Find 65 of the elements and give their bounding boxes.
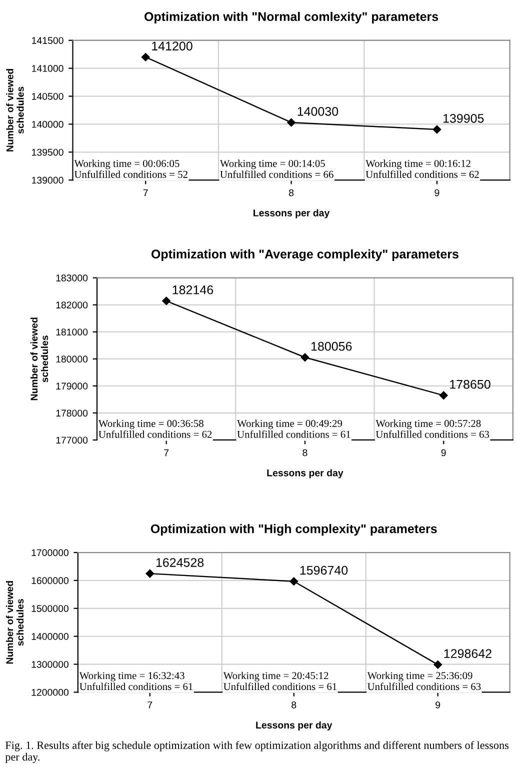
- point: [439, 391, 448, 400]
- chart-title: Optimization with "Normal comlexity" parameters: [144, 12, 438, 24]
- point: [290, 577, 298, 586]
- x-tick-label: 7: [164, 449, 169, 456]
- point: [287, 118, 296, 127]
- x-tick-label: 8: [289, 189, 294, 196]
- data-label: 180056: [311, 342, 352, 351]
- data-label: 1596740: [300, 566, 348, 575]
- annotation: Working time = 16:32:43 Unfulfilled conditions = 61: [79, 672, 193, 690]
- point: [432, 125, 442, 134]
- caption: Fig. 1. Results after big schedule optimization with few optimization algorithms and different numbers of lessons per day.: [5, 741, 508, 763]
- x-tick-label: 7: [143, 189, 148, 196]
- y-tick-label: 140000: [32, 120, 64, 128]
- point: [300, 353, 310, 362]
- data-label: 139905: [443, 114, 484, 123]
- point: [146, 569, 154, 578]
- y-tick-label: 1200000: [32, 688, 69, 696]
- y-tick-label: 181000: [56, 328, 88, 336]
- annotation: Working time = 20:45:12 Unfulfilled conditions = 61: [223, 672, 336, 690]
- y-tick-label: 139000: [32, 176, 64, 184]
- chart-title: Optimization with "High complexity" parameters: [150, 524, 437, 536]
- y-tick-label: 177000: [56, 436, 88, 444]
- annotation: Working time = 25:36:09 Unfulfilled conditions = 63: [367, 672, 481, 690]
- y-tick-label: 1600000: [32, 577, 69, 584]
- y-tick-label: 183000: [56, 274, 88, 282]
- y-tick-label: 141500: [32, 37, 64, 44]
- annotation: Working time = 00:57:28 Unfulfilled conditions = 63: [376, 420, 490, 438]
- chart-title: Optimization with "Average complexity" parameters: [151, 249, 458, 262]
- data-label: 1624528: [156, 558, 204, 567]
- y-tick-label: 139500: [32, 148, 64, 156]
- annotation: Working time = 00:06:05 Unfulfilled conditions = 52: [74, 160, 188, 178]
- x-axis-title: Lessons per day: [256, 721, 332, 730]
- data-label: 141200: [152, 42, 192, 50]
- y-tick-label: 180000: [56, 356, 88, 363]
- y-tick-label: 140500: [32, 92, 64, 100]
- x-axis-title: Lessons per day: [267, 469, 344, 478]
- x-tick-label: 7: [148, 702, 152, 708]
- x-axis-title: Lessons per day: [254, 209, 330, 218]
- y-axis-title: Number of viewed schedules: [6, 68, 24, 152]
- annotation: Working time = 00:14:05 Unfulfilled conditions = 66: [220, 160, 334, 178]
- y-tick-label: 141000: [32, 65, 64, 72]
- y-tick-label: 1400000: [32, 633, 69, 640]
- x-tick-label: 9: [436, 701, 440, 708]
- data-label: 140030: [298, 106, 338, 116]
- annotation: Working time = 00:16:12 Unfulfilled conditions = 62: [366, 160, 479, 178]
- y-tick-label: 1700000: [32, 549, 69, 556]
- point: [434, 660, 442, 669]
- y-axis-title: Number of viewed schedules: [6, 581, 24, 664]
- y-tick-label: 1500000: [32, 605, 69, 612]
- data-label: 178650: [450, 380, 490, 389]
- y-tick-label: 182000: [56, 302, 88, 308]
- y-tick-label: 178000: [56, 410, 88, 417]
- y-tick-label: 1300000: [32, 660, 69, 668]
- annotation: Working time = 00:49:29 Unfulfilled conditions = 61: [237, 420, 350, 438]
- x-tick-label: 8: [302, 449, 308, 456]
- point: [162, 296, 170, 306]
- x-tick-label: 8: [292, 701, 296, 708]
- data-label: 182146: [172, 285, 214, 294]
- annotation: Working time = 00:36:58 Unfulfilled conditions = 62: [98, 420, 212, 438]
- x-tick-label: 9: [441, 449, 446, 456]
- y-tick-label: 179000: [56, 382, 88, 390]
- x-tick-label: 9: [434, 189, 440, 196]
- y-axis-title: Number of viewed schedules: [30, 318, 48, 400]
- data-label: 1298642: [444, 649, 492, 658]
- point: [141, 52, 150, 62]
